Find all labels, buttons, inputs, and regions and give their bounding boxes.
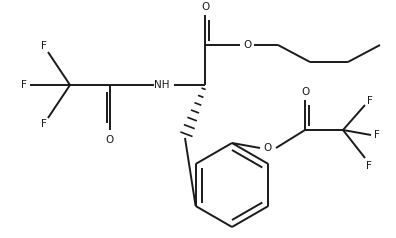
Text: O: O [106, 135, 114, 145]
Text: F: F [21, 80, 27, 90]
Text: NH: NH [154, 80, 170, 90]
Text: O: O [301, 87, 309, 97]
Text: F: F [366, 161, 372, 171]
Text: O: O [264, 143, 272, 153]
Text: O: O [201, 2, 209, 12]
Text: F: F [374, 130, 380, 140]
Text: F: F [41, 41, 47, 51]
Text: O: O [243, 40, 251, 50]
Text: F: F [41, 119, 47, 129]
Text: F: F [367, 96, 373, 106]
